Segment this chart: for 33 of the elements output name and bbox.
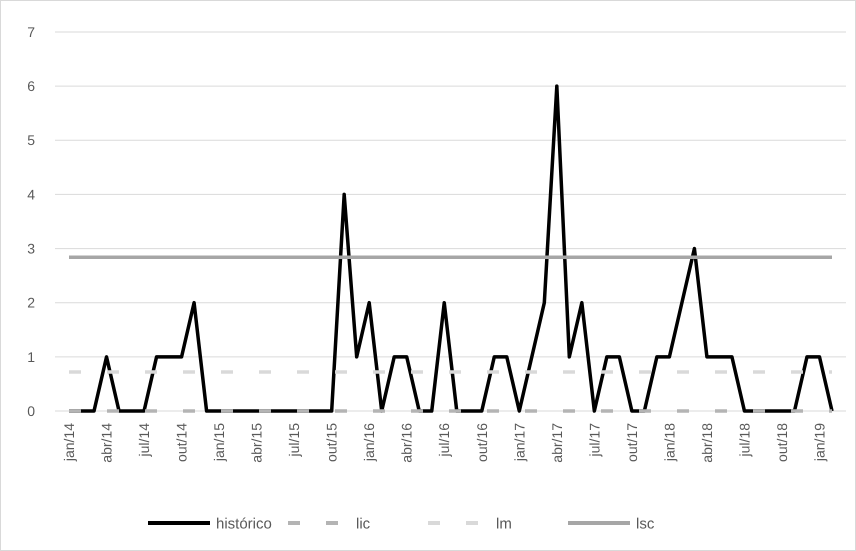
x-tick-label: jan/15 <box>211 422 228 462</box>
y-tick-label: 1 <box>27 348 36 365</box>
x-tick-label: out/14 <box>174 422 190 462</box>
x-tick-label: jul/15 <box>286 422 302 458</box>
legend-label: lic <box>356 515 371 532</box>
x-tick-label: out/18 <box>774 422 790 462</box>
x-tick-label: jan/18 <box>661 422 678 462</box>
legend-label: histórico <box>216 515 272 532</box>
y-tick-label: 4 <box>27 186 36 202</box>
x-tick-label: jan/17 <box>511 422 528 462</box>
y-tick-label: 6 <box>27 78 36 94</box>
x-tick-label: abr/17 <box>548 422 565 463</box>
x-tick-label: abr/15 <box>248 422 265 463</box>
x-tick-label: jan/19 <box>811 422 828 462</box>
x-tick-label: jul/17 <box>586 422 602 458</box>
x-tick-label: out/16 <box>474 422 490 462</box>
x-tick-label: jan/16 <box>361 422 378 462</box>
x-tick-label: abr/18 <box>698 422 715 463</box>
x-tick-label: abr/14 <box>98 422 115 463</box>
y-tick-label: 0 <box>27 402 36 419</box>
x-tick-label: abr/16 <box>398 422 415 463</box>
y-tick-label: 7 <box>27 24 36 40</box>
x-tick-label: out/17 <box>624 422 640 462</box>
legend-label: lsc <box>636 515 655 532</box>
x-tick-label: jul/18 <box>736 422 752 458</box>
x-tick-label: jul/16 <box>436 422 452 458</box>
y-tick-label: 2 <box>27 294 36 311</box>
y-tick-label: 3 <box>27 240 36 256</box>
y-tick-label: 5 <box>27 132 36 148</box>
x-tick-label: jul/14 <box>136 422 152 458</box>
legend-label: lm <box>496 515 512 532</box>
x-tick-label: jan/14 <box>61 422 77 462</box>
x-tick-label: out/15 <box>324 422 340 462</box>
